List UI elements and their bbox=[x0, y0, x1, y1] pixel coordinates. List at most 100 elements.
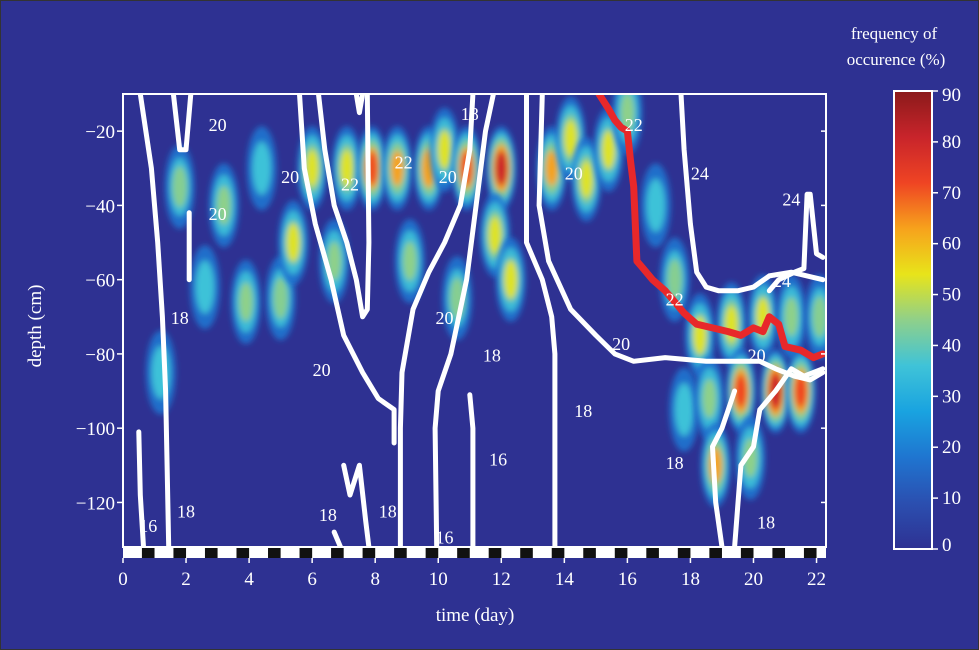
night-segment bbox=[614, 547, 628, 558]
x-tick-label: 0 bbox=[118, 569, 128, 590]
colorbar-tick-label: 10 bbox=[942, 488, 961, 509]
x-tick-label: 18 bbox=[681, 569, 700, 590]
heat-contour bbox=[340, 150, 354, 187]
heat-spot bbox=[394, 219, 425, 304]
colorbar-gradient bbox=[893, 90, 933, 550]
heat-contour bbox=[197, 265, 213, 310]
isotherm-line bbox=[467, 392, 476, 547]
heat-contour bbox=[239, 282, 253, 322]
colorbar-tick-label: 80 bbox=[942, 132, 961, 153]
y-tick-label: −100 bbox=[76, 419, 115, 440]
night-segment bbox=[141, 547, 155, 558]
x-tick-label: 14 bbox=[555, 569, 575, 590]
heat-spot bbox=[669, 367, 700, 452]
colorbar-tick-label: 30 bbox=[942, 386, 961, 407]
heat-contour bbox=[564, 120, 577, 157]
night-segment bbox=[803, 547, 817, 558]
heat-spot bbox=[486, 126, 517, 211]
isotherm-label: 24 bbox=[691, 163, 709, 183]
night-segment bbox=[457, 547, 470, 558]
y-tick-label: −120 bbox=[76, 493, 115, 514]
heat-contour bbox=[602, 131, 615, 169]
isotherm-label: 20 bbox=[436, 308, 454, 328]
isotherm-line bbox=[137, 94, 172, 547]
isotherm-label: 18 bbox=[483, 345, 501, 365]
heat-contour bbox=[172, 166, 187, 208]
plot-area: 20 20 22 22 20 20 18 20 22 24 24 24 22 18 20 20 18 20 20 18… bbox=[122, 93, 827, 558]
isotherm-line bbox=[710, 388, 738, 547]
isotherm-label: 16 bbox=[436, 527, 454, 547]
night-segment bbox=[677, 547, 691, 558]
colorbar: frequency of occurence (%) 0 10 20 30 40 50 60… bbox=[847, 24, 961, 556]
heat-spot bbox=[716, 282, 747, 367]
isotherm-label: 16 bbox=[139, 516, 157, 536]
isotherm-label: 20 bbox=[281, 167, 299, 187]
x-tick-label: 2 bbox=[181, 569, 191, 590]
isotherm-label: 18 bbox=[757, 512, 775, 532]
y-tick-label: −40 bbox=[85, 196, 115, 217]
night-segment bbox=[583, 547, 596, 558]
isotherm-label: 18 bbox=[379, 501, 397, 521]
isotherm-label: 18 bbox=[177, 501, 195, 521]
x-axis: 0 2 4 6 8 10 12 14 16 18 20 22 bbox=[118, 558, 826, 590]
heat-contour bbox=[735, 374, 747, 408]
heat-spot bbox=[145, 330, 176, 415]
isotherm-label: 24 bbox=[773, 271, 791, 291]
night-segment bbox=[551, 547, 565, 558]
night-segment bbox=[520, 547, 533, 558]
colorbar-tick-label: 0 bbox=[942, 535, 952, 556]
heat-spot bbox=[189, 245, 220, 330]
isotherm-label: 20 bbox=[313, 360, 331, 380]
series-layer bbox=[595, 94, 826, 362]
heat-spot bbox=[331, 126, 362, 211]
colorbar-title-line1: frequency of bbox=[851, 24, 938, 43]
heat-contour bbox=[620, 94, 635, 133]
heat-spot bbox=[278, 200, 309, 285]
isotherm-line bbox=[170, 94, 194, 153]
colorbar-ticks: 0 10 20 30 40 50 60 70 80 90 bbox=[932, 85, 961, 556]
y-tick-label: −80 bbox=[85, 345, 115, 366]
isotherm-line bbox=[678, 94, 826, 294]
x-axis-label: time (day) bbox=[436, 605, 515, 626]
isotherm-line bbox=[524, 94, 558, 547]
night-segment bbox=[204, 547, 218, 558]
heat-contour bbox=[812, 296, 826, 338]
heat-spot bbox=[725, 349, 756, 434]
heat-contour bbox=[438, 131, 451, 169]
heat-spot bbox=[694, 356, 725, 441]
heat-contour bbox=[504, 260, 518, 299]
isotherm-line bbox=[341, 462, 372, 547]
heat-contour bbox=[545, 150, 558, 186]
x-tick-label: 6 bbox=[307, 569, 317, 590]
isotherm-line bbox=[316, 94, 372, 320]
heat-spot bbox=[735, 415, 766, 500]
isotherm-label: 16 bbox=[489, 449, 507, 469]
isotherm-label: 18 bbox=[574, 401, 592, 421]
isotherm-label: 24 bbox=[782, 189, 800, 209]
night-segment bbox=[709, 547, 722, 558]
isotherm-label: 20 bbox=[612, 334, 630, 354]
heat-spot bbox=[804, 274, 826, 359]
isotherm-label: 22 bbox=[666, 290, 684, 310]
colorbar-tick-label: 90 bbox=[942, 85, 961, 106]
day-night-bar-bg bbox=[123, 547, 826, 558]
isotherm-label: 18 bbox=[461, 104, 479, 124]
isotherm-label: 18 bbox=[666, 453, 684, 473]
heat-contour bbox=[784, 297, 799, 337]
isotherm-label: 22 bbox=[395, 152, 413, 172]
night-segment bbox=[268, 547, 281, 558]
heat-spot bbox=[640, 163, 671, 248]
heat-contour bbox=[488, 217, 502, 254]
heat-contour bbox=[273, 277, 288, 319]
y-tick-label: −20 bbox=[85, 122, 115, 143]
heat-contour bbox=[648, 183, 664, 228]
colorbar-tick-label: 20 bbox=[942, 437, 961, 458]
colorbar-tick-label: 40 bbox=[942, 335, 961, 356]
night-segment bbox=[425, 547, 439, 558]
x-tick-label: 20 bbox=[744, 569, 763, 590]
heat-contour bbox=[305, 150, 319, 187]
day-night-bar bbox=[123, 547, 826, 558]
night-segment bbox=[772, 547, 786, 558]
isotherm-line bbox=[136, 429, 146, 547]
